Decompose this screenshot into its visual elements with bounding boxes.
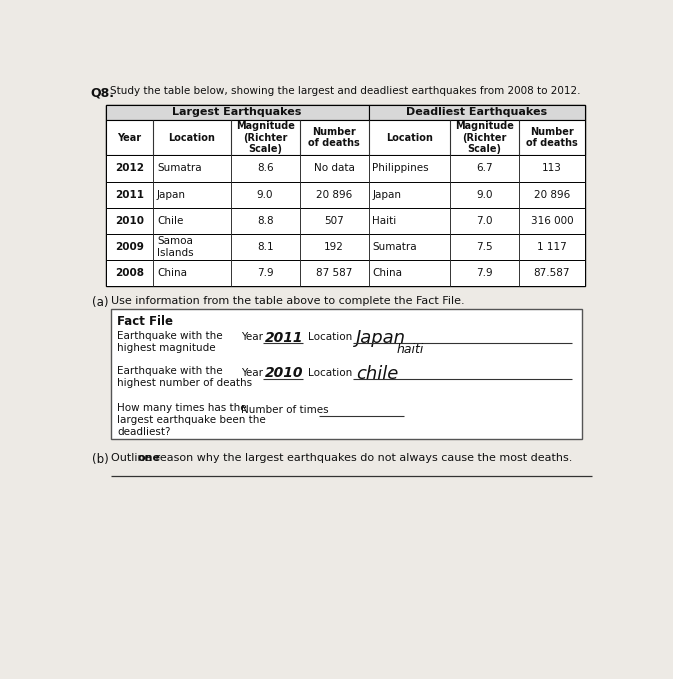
Bar xyxy=(106,155,585,181)
Text: Japan: Japan xyxy=(157,189,186,200)
Text: Haiti: Haiti xyxy=(372,216,396,226)
Text: Chile: Chile xyxy=(157,216,183,226)
Text: (a): (a) xyxy=(92,295,108,308)
Text: Location: Location xyxy=(308,368,353,378)
Bar xyxy=(106,181,585,208)
Text: 507: 507 xyxy=(324,216,344,226)
Text: 316 000: 316 000 xyxy=(530,216,573,226)
Text: 8.6: 8.6 xyxy=(257,164,273,174)
Text: Sumatra: Sumatra xyxy=(372,242,417,252)
Text: 2012: 2012 xyxy=(115,164,144,174)
Text: China: China xyxy=(157,268,187,278)
Text: 2010: 2010 xyxy=(115,216,144,226)
Text: Deadliest Earthquakes: Deadliest Earthquakes xyxy=(406,107,547,117)
Text: Year: Year xyxy=(242,333,263,342)
Text: 8.8: 8.8 xyxy=(257,216,273,226)
Text: Study the table below, showing the largest and deadliest earthquakes from 2008 t: Study the table below, showing the large… xyxy=(110,86,580,96)
Text: 20 896: 20 896 xyxy=(316,189,352,200)
Text: Fact File: Fact File xyxy=(118,315,174,328)
Text: 7.0: 7.0 xyxy=(476,216,493,226)
Text: 7.9: 7.9 xyxy=(476,268,493,278)
Text: Number
of deaths: Number of deaths xyxy=(308,127,360,149)
Bar xyxy=(111,310,581,439)
Text: haiti: haiti xyxy=(396,344,424,356)
Text: 2011: 2011 xyxy=(264,331,304,345)
Text: Q8.: Q8. xyxy=(90,86,114,99)
Text: Number of times: Number of times xyxy=(242,405,329,415)
Text: Year: Year xyxy=(117,132,141,143)
Text: Location: Location xyxy=(386,132,433,143)
Text: 7.5: 7.5 xyxy=(476,242,493,252)
Text: Number
of deaths: Number of deaths xyxy=(526,127,577,149)
Text: Magnitude
(Richter
Scale): Magnitude (Richter Scale) xyxy=(455,121,514,154)
Text: 2010: 2010 xyxy=(264,367,304,380)
Text: 192: 192 xyxy=(324,242,344,252)
Text: China: China xyxy=(372,268,402,278)
Text: (b): (b) xyxy=(92,453,108,466)
Text: Earthquake with the
highest number of deaths: Earthquake with the highest number of de… xyxy=(118,367,252,388)
Bar xyxy=(106,105,585,287)
Text: chile: chile xyxy=(356,365,398,383)
Text: Sumatra: Sumatra xyxy=(157,164,202,174)
Text: Magnitude
(Richter
Scale): Magnitude (Richter Scale) xyxy=(236,121,295,154)
Text: Outline: Outline xyxy=(111,453,155,462)
Text: 20 896: 20 896 xyxy=(534,189,570,200)
Text: reason why the largest earthquakes do not always cause the most deaths.: reason why the largest earthquakes do no… xyxy=(151,453,572,462)
Bar xyxy=(106,260,585,287)
Bar xyxy=(106,105,369,120)
Text: Japan: Japan xyxy=(372,189,401,200)
Bar xyxy=(106,234,585,260)
Text: one: one xyxy=(137,453,161,462)
Text: How many times has the
largest earthquake been the
deadliest?: How many times has the largest earthquak… xyxy=(118,403,267,437)
Text: 2011: 2011 xyxy=(115,189,144,200)
Text: 2008: 2008 xyxy=(115,268,144,278)
Text: Samoa
Islands: Samoa Islands xyxy=(157,236,194,258)
Text: Location: Location xyxy=(168,132,215,143)
Text: 113: 113 xyxy=(542,164,562,174)
Text: 87 587: 87 587 xyxy=(316,268,352,278)
Text: Location: Location xyxy=(308,333,353,342)
Text: 9.0: 9.0 xyxy=(476,189,493,200)
Text: Philippines: Philippines xyxy=(372,164,429,174)
Text: Use information from the table above to complete the Fact File.: Use information from the table above to … xyxy=(111,295,465,306)
Bar xyxy=(106,208,585,234)
Text: 7.9: 7.9 xyxy=(257,268,273,278)
Text: No data: No data xyxy=(314,164,355,174)
Bar xyxy=(106,120,585,155)
Text: 8.1: 8.1 xyxy=(257,242,273,252)
Text: Largest Earthquakes: Largest Earthquakes xyxy=(172,107,302,117)
Text: 1 117: 1 117 xyxy=(537,242,567,252)
Bar xyxy=(369,105,585,120)
Text: 9.0: 9.0 xyxy=(257,189,273,200)
Text: Year: Year xyxy=(242,368,263,378)
Text: 87.587: 87.587 xyxy=(534,268,570,278)
Text: Earthquake with the
highest magnitude: Earthquake with the highest magnitude xyxy=(118,331,223,352)
Text: 2009: 2009 xyxy=(115,242,144,252)
Text: Japan: Japan xyxy=(356,329,406,348)
Text: 6.7: 6.7 xyxy=(476,164,493,174)
